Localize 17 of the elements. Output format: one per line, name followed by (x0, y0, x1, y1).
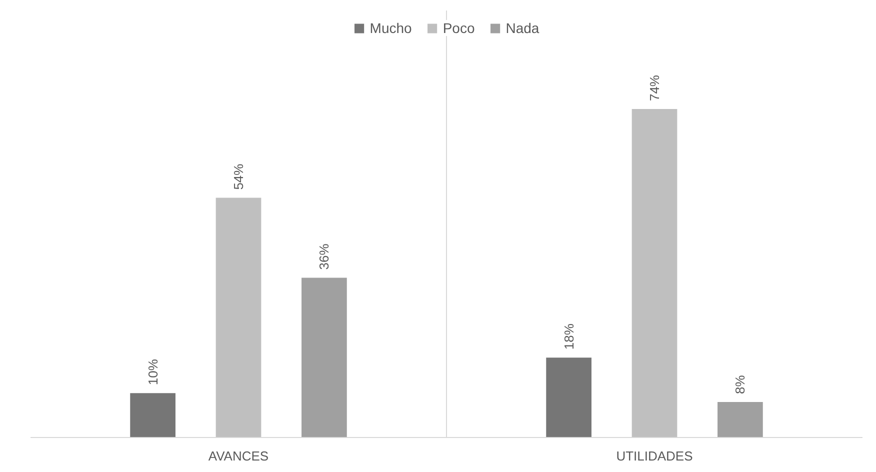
data-label: 8% (732, 374, 748, 394)
x-tick-label: AVANCES (208, 448, 269, 464)
bar (632, 109, 678, 438)
legend-label: Nada (506, 20, 540, 36)
bar (130, 393, 176, 438)
x-tick-label: UTILIDADES (616, 448, 694, 464)
data-label: 54% (231, 163, 246, 190)
data-label: 18% (561, 323, 576, 350)
bar (216, 198, 262, 438)
data-label: 10% (145, 358, 160, 386)
bar (302, 278, 347, 438)
bar (718, 402, 763, 438)
data-label: 36% (316, 243, 332, 270)
legend-label: Poco (442, 20, 475, 36)
legend-label: Mucho (370, 20, 412, 36)
bar (546, 358, 592, 438)
data-label: 74% (647, 74, 662, 102)
